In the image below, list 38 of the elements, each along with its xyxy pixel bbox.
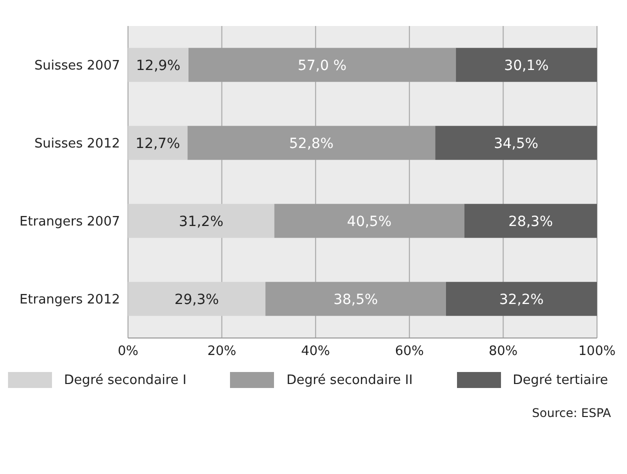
x-tick-label: 100%	[578, 344, 616, 360]
data-label: 30,1%	[504, 58, 549, 74]
data-label: 32,2%	[499, 292, 544, 308]
data-label: 57,0 %	[298, 58, 347, 74]
source-note: Source: ESPA	[531, 406, 611, 420]
bar	[446, 282, 597, 316]
bar	[128, 204, 274, 238]
data-label: 52,8%	[289, 136, 334, 152]
bar	[274, 204, 464, 238]
bar	[464, 204, 597, 238]
data-label: 34,5%	[494, 136, 538, 152]
data-label: 29,3%	[174, 292, 219, 308]
legend-label: Degré secondaire II	[286, 372, 413, 388]
y-tick-label: Suisses 2012	[34, 136, 120, 152]
data-label: 40,5%	[347, 214, 392, 230]
bar	[265, 282, 446, 316]
bar	[128, 126, 188, 160]
bar	[456, 48, 597, 82]
x-tick-label: 20%	[207, 344, 236, 360]
y-tick-label: Suisses 2007	[34, 58, 120, 74]
bar	[188, 48, 456, 82]
data-label: 38,5%	[333, 292, 378, 308]
x-tick-label: 40%	[301, 344, 330, 360]
data-label: 12,7%	[136, 136, 180, 152]
data-label: 31,2%	[178, 214, 224, 230]
data-label: 28,3%	[508, 214, 553, 230]
y-tick-label: Etrangers 2012	[20, 292, 120, 308]
legend-label: Degré tertiaire	[512, 372, 608, 388]
bar	[128, 282, 266, 316]
x-tick-label: 60%	[394, 344, 424, 360]
legend-label: Degré secondaire I	[64, 372, 186, 388]
bar	[128, 48, 188, 82]
y-tick-label: Etrangers 2007	[20, 214, 120, 230]
x-tick-label: 80%	[488, 344, 518, 360]
x-tick-label: 0%	[118, 344, 138, 360]
data-label: 12,9%	[136, 58, 180, 74]
bar	[188, 126, 436, 160]
bar	[435, 126, 597, 160]
